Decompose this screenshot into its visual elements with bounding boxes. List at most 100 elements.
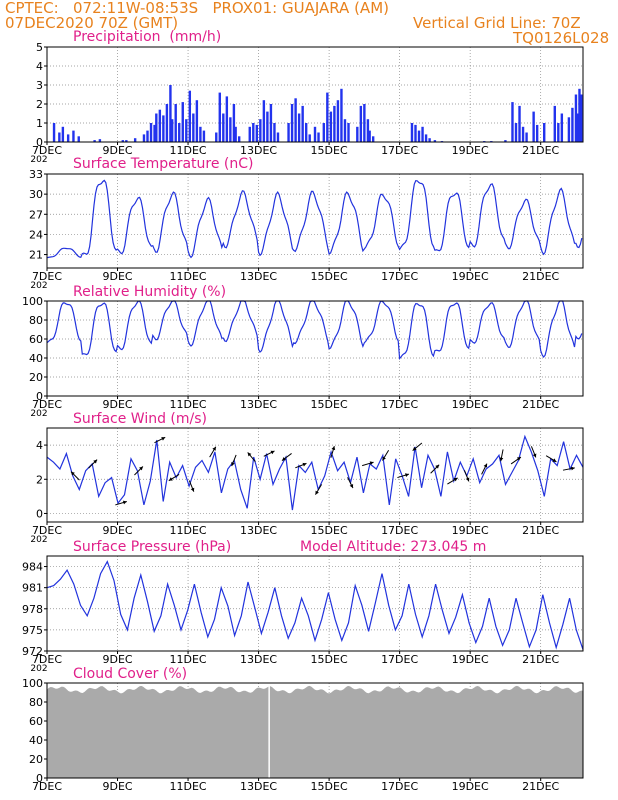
- wind-arrow-head: [93, 459, 98, 464]
- y-tick-label: 981: [22, 582, 43, 595]
- precip-bar: [580, 94, 583, 142]
- wind-arrow-head: [315, 490, 319, 495]
- precip-bar: [125, 140, 128, 142]
- x-tick-label: 9DEC: [102, 270, 132, 283]
- x-tick-label: 19DEC: [452, 780, 489, 793]
- series-line: [46, 179, 583, 259]
- series-line: [46, 434, 584, 511]
- x-tick-label: 9DEC: [102, 653, 132, 666]
- y-tick-label: 2: [36, 98, 43, 111]
- panel-1: [44, 173, 584, 271]
- precip-bar: [170, 119, 174, 142]
- x-tick-label: 19DEC: [452, 270, 489, 283]
- y-tick-label: 0: [36, 390, 43, 403]
- wind-arrow-head: [382, 456, 386, 461]
- panel-frame: [46, 427, 584, 523]
- wind-arrow-head: [168, 477, 173, 481]
- precip-bar: [359, 105, 363, 142]
- precip-bar: [521, 126, 525, 142]
- precip-bar: [192, 113, 195, 142]
- precip-bar: [169, 85, 172, 142]
- x-year-label: 202: [30, 155, 47, 165]
- x-tick-label: 15DEC: [311, 524, 348, 537]
- precip-bar: [301, 105, 304, 142]
- header-date: 07DEC2020 70Z (GMT): [5, 14, 179, 32]
- precip-bar: [290, 104, 294, 142]
- precip-bar: [340, 88, 343, 142]
- precip-bar: [149, 123, 153, 142]
- x-tick-label: 7DEC: [32, 653, 62, 666]
- header-line1: CPTEC: 072:11W-08:53S PROX01: GUAJARA (A…: [5, 0, 389, 17]
- precip-bar: [571, 107, 574, 142]
- precip-bar: [363, 104, 366, 142]
- x-tick-label: 7DEC: [32, 398, 62, 411]
- precip-bar: [336, 100, 340, 142]
- x-tick-label: 13DEC: [240, 524, 277, 537]
- precip-bar: [52, 123, 56, 142]
- y-tick-label: 4: [36, 439, 43, 452]
- wind-arrow-head: [404, 473, 409, 477]
- y-tick-label: 984: [22, 561, 43, 574]
- header-grid-note: Vertical Grid Line: 70Z: [413, 14, 581, 32]
- precip-bar: [421, 126, 424, 142]
- wind-arrow-head: [453, 477, 458, 482]
- y-tick-label: 4: [36, 60, 43, 73]
- wind-arrow-head: [161, 437, 166, 441]
- x-tick-label: 17DEC: [381, 653, 418, 666]
- y-tick-label: 3: [36, 79, 43, 92]
- precip-bar: [222, 113, 225, 142]
- wind-arrow-head: [190, 487, 195, 492]
- precip-bar: [535, 124, 539, 142]
- precip-bar: [578, 88, 581, 142]
- precip-bar: [343, 119, 347, 142]
- precip-bar: [557, 123, 560, 142]
- y-tick-label: 0: [36, 772, 43, 785]
- wind-arrow-head: [70, 471, 75, 476]
- x-tick-label: 11DEC: [169, 270, 206, 283]
- panel-frame: [46, 46, 584, 143]
- precip-bar: [255, 124, 259, 142]
- wind-arrow-head: [369, 461, 374, 466]
- precip-bar: [532, 111, 535, 142]
- wind-arrow-head: [247, 452, 252, 457]
- precip-bar: [304, 123, 308, 142]
- y-tick-label: 40: [29, 734, 43, 747]
- precip-bar: [266, 111, 269, 142]
- precip-bar: [322, 123, 326, 142]
- x-tick-label: 11DEC: [169, 653, 206, 666]
- x-tick-label: 15DEC: [311, 780, 348, 793]
- precip-bar: [511, 102, 514, 142]
- precip-bar: [146, 130, 149, 142]
- x-tick-label: 9DEC: [102, 144, 132, 157]
- wind-arrow-head: [435, 464, 440, 469]
- x-year-label: 202: [30, 535, 47, 545]
- precip-bar: [371, 136, 375, 142]
- y-tick-label: 1: [36, 117, 43, 130]
- x-tick-label: 9DEC: [102, 524, 132, 537]
- precip-bar: [326, 92, 329, 142]
- precip-bar: [287, 123, 290, 142]
- panel-title-pressure: Surface Pressure (hPa): [73, 539, 232, 555]
- precip-bar: [417, 130, 421, 142]
- precip-bar: [232, 104, 236, 142]
- wind-arrow-head: [139, 466, 143, 471]
- x-tick-label: 21DEC: [522, 144, 559, 157]
- precip-bar: [153, 124, 156, 142]
- header-model-id: TQ0126L028: [513, 29, 610, 47]
- precip-bar: [333, 105, 336, 142]
- cloud-cover-area: [47, 685, 583, 778]
- precip-bar: [142, 134, 146, 142]
- panel-4: [44, 555, 584, 654]
- precip-bar: [248, 126, 251, 142]
- precip-bar: [66, 134, 70, 142]
- panel-5: [44, 682, 584, 781]
- x-tick-label: 13DEC: [240, 398, 277, 411]
- x-tick-label: 9DEC: [102, 398, 132, 411]
- x-tick-label: 19DEC: [452, 398, 489, 411]
- x-tick-label: 15DEC: [311, 398, 348, 411]
- precip-bar: [155, 113, 158, 142]
- panel-2: [44, 300, 584, 399]
- precip-bar: [262, 100, 266, 142]
- x-tick-label: 15DEC: [311, 270, 348, 283]
- precip-bar: [543, 123, 546, 142]
